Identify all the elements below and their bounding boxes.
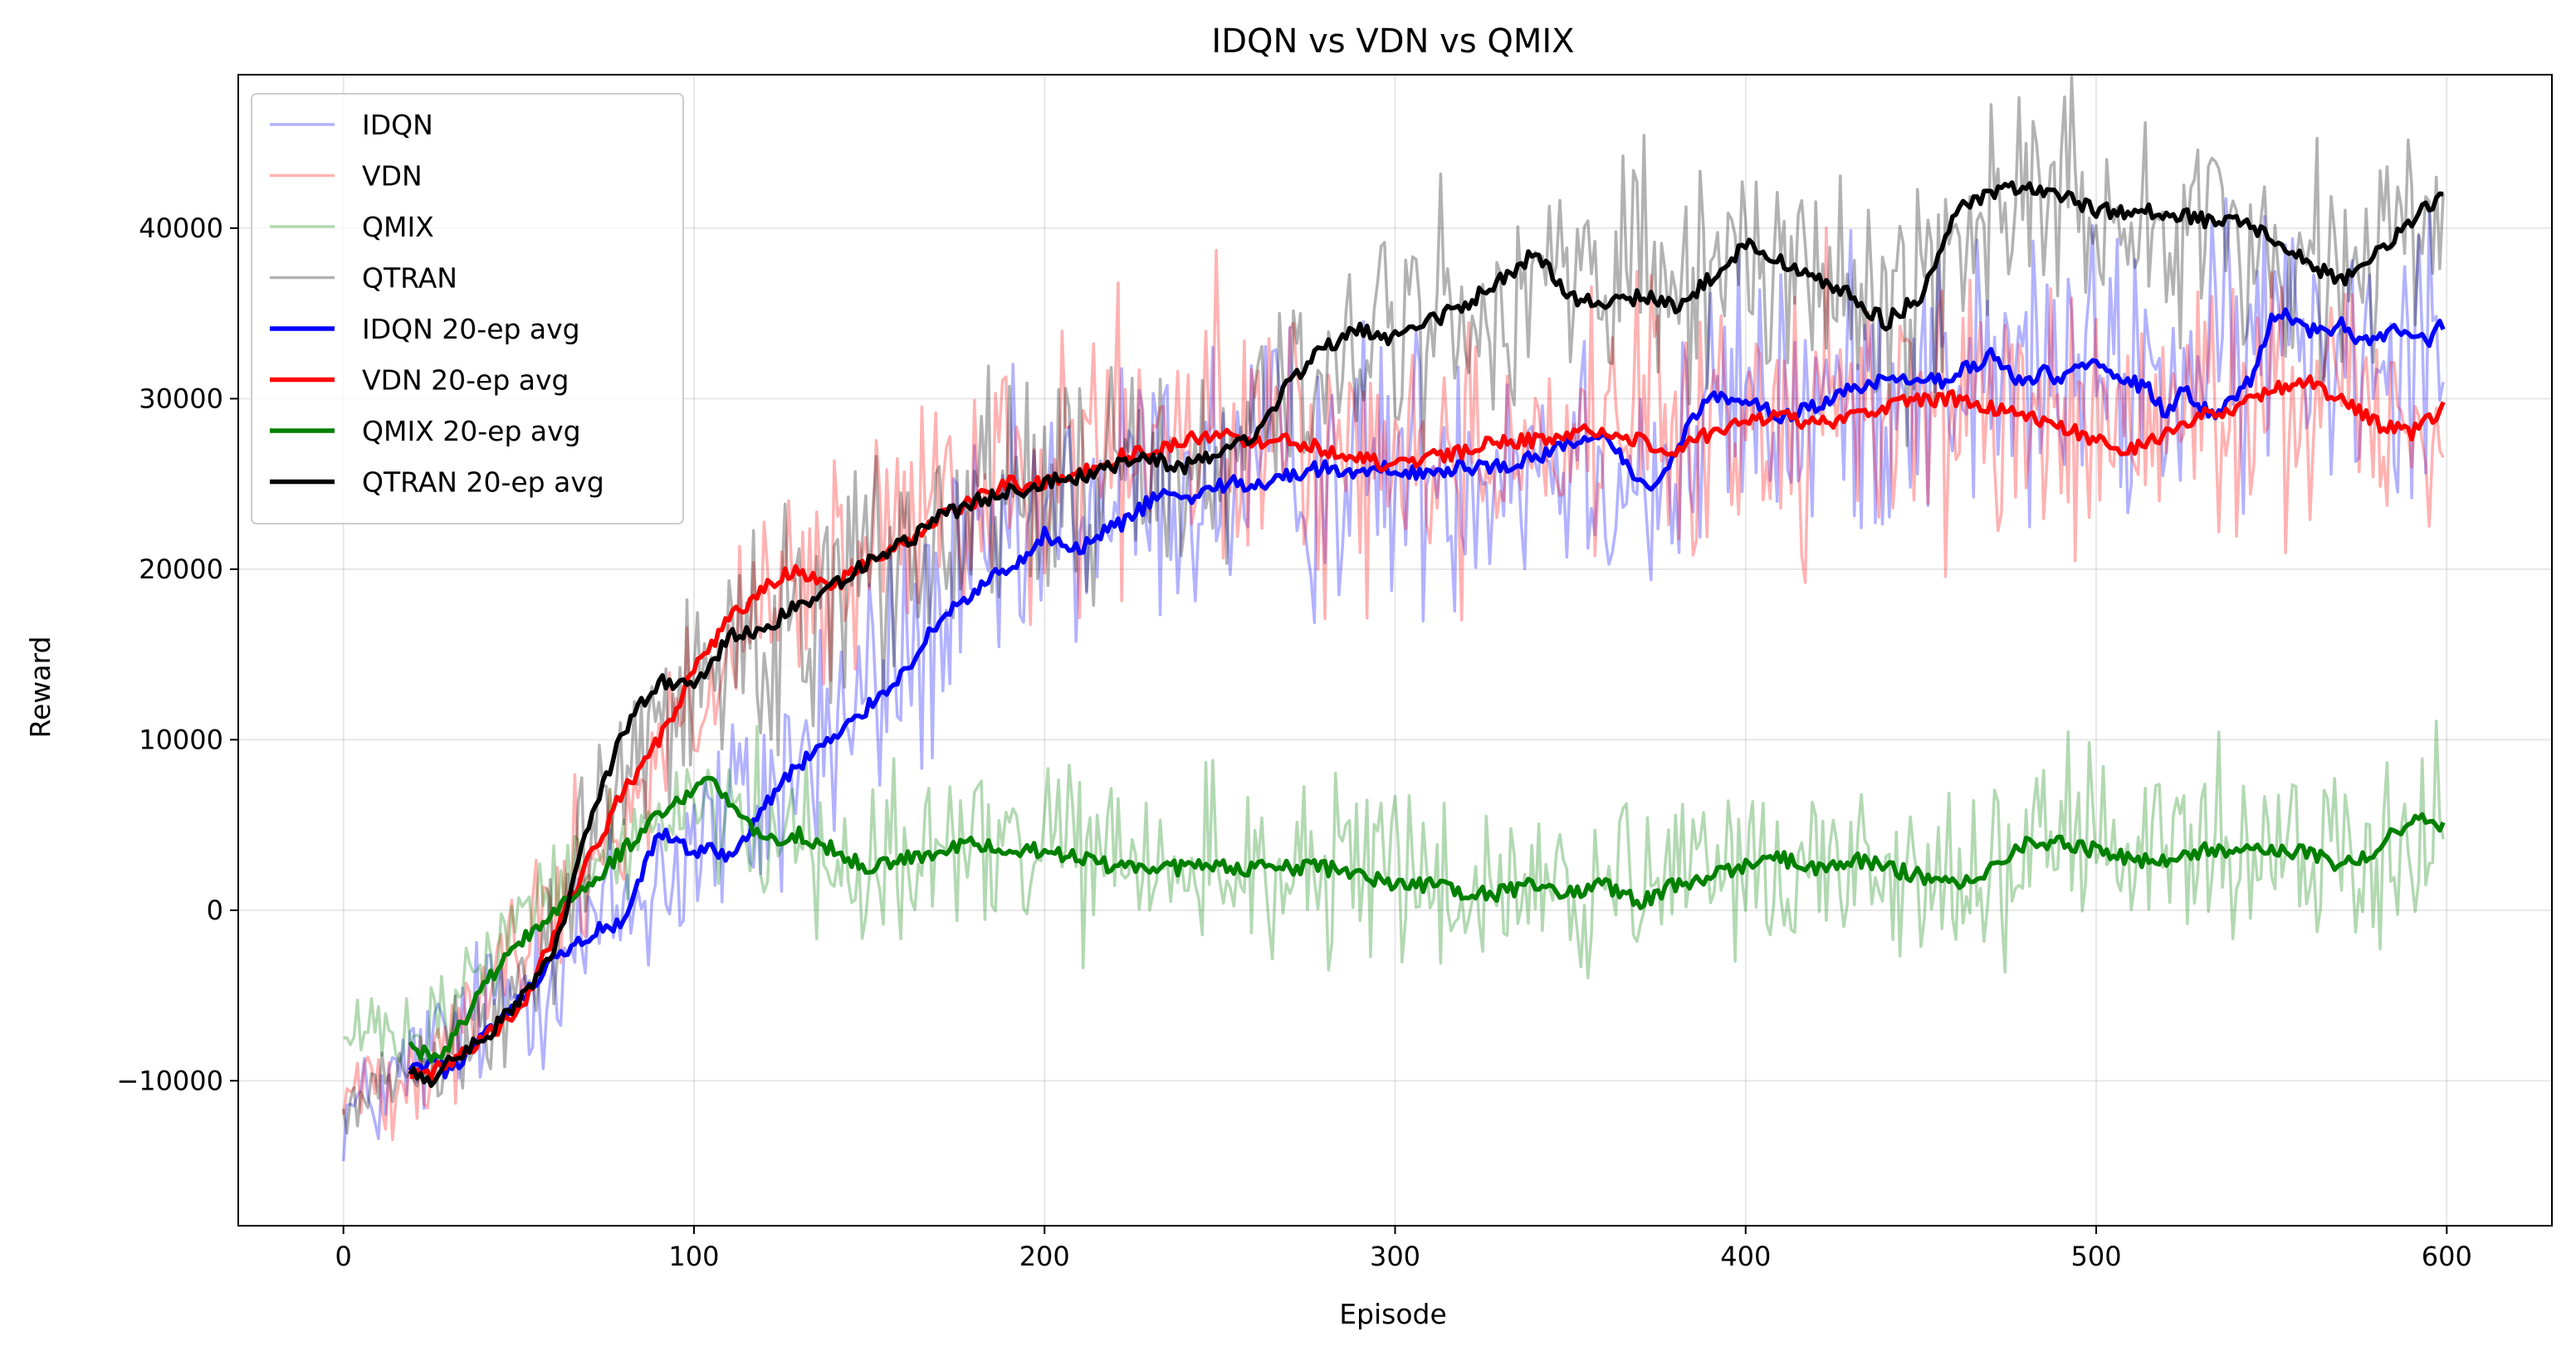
series-line-vdn-20-ep-avg — [409, 374, 2446, 1082]
y-tick-label: 30000 — [139, 383, 223, 414]
x-tick-label: 400 — [1720, 1241, 1771, 1272]
legend-label-vdn: VDN — [362, 160, 423, 193]
series-line-qtran-20-ep-avg — [408, 180, 2444, 1088]
legend-label-idqn: IDQN — [362, 109, 433, 141]
y-tick-label: 20000 — [139, 554, 223, 585]
series-line-idqn-20-ep-avg — [408, 307, 2446, 1080]
y-tick-label: 10000 — [139, 724, 223, 755]
series-line-qmix — [343, 719, 2445, 1083]
series-line-qmix-20-ep-avg — [408, 775, 2446, 1064]
chart-title: IDQN vs VDN vs QMIX — [1211, 22, 1574, 61]
legend-label-qtran: QTRAN — [362, 262, 457, 295]
grid-layer — [238, 75, 2552, 1226]
y-tick-label: −10000 — [116, 1065, 223, 1096]
tick-layer: 0 100 200 300 400 500 600 −10000 0 10000 20000 3000… — [116, 212, 2471, 1272]
series-line-idqn — [341, 197, 2445, 1162]
x-tick-label: 0 — [335, 1241, 352, 1272]
y-tick-label: 0 — [207, 895, 223, 926]
x-tick-label: 300 — [1370, 1241, 1420, 1272]
legend-label-qmix: QMIX — [362, 211, 434, 243]
legend-box — [251, 93, 684, 524]
legend-label-vdn-20-ep-avg: VDN 20-ep avg — [362, 364, 569, 397]
legend-label-qmix-20-ep-avg: QMIX 20-ep avg — [362, 415, 581, 447]
series-layer — [341, 75, 2446, 1162]
x-tick-label: 600 — [2422, 1241, 2472, 1272]
x-tick-label: 500 — [2071, 1241, 2122, 1272]
x-axis-label: Episode — [1339, 1298, 1447, 1330]
y-axis-label: Reward — [24, 637, 56, 739]
legend-label-qtran-20-ep-avg: QTRAN 20-ep avg — [362, 466, 604, 499]
y-tick-label: 40000 — [139, 212, 223, 244]
x-tick-label: 200 — [1019, 1241, 1070, 1272]
series-line-vdn — [341, 226, 2445, 1142]
legend: IDQN VDN QMIX QTRAN IDQN 20-ep avg VDN 20-ep … — [251, 93, 684, 524]
legend-label-idqn-20-ep-avg: IDQN 20-ep avg — [362, 313, 580, 345]
x-tick-label: 100 — [668, 1241, 719, 1272]
